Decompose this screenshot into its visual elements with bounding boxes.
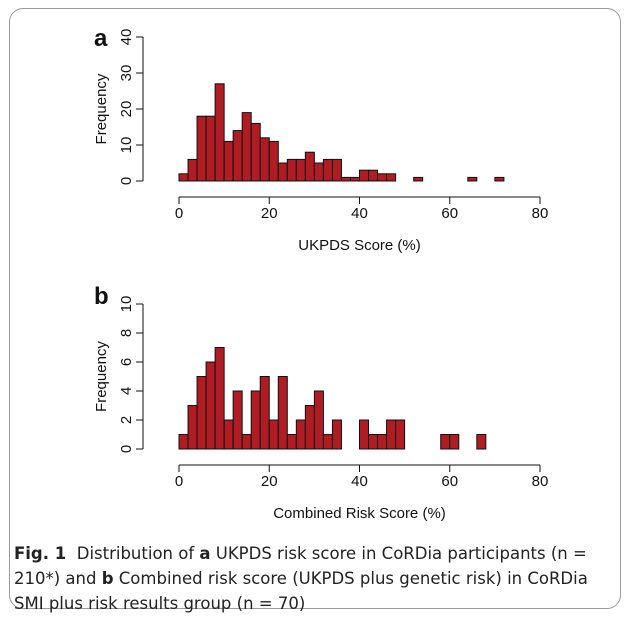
histogram-bar-b-3 (205, 361, 216, 450)
y-tick-label-a-10: 10 (118, 137, 135, 154)
histogram-bar-b-24 (395, 419, 406, 450)
histogram-bar-b-4 (214, 347, 225, 450)
histogram-bar-b-1 (187, 405, 198, 450)
histogram-bar-b-9 (259, 376, 270, 450)
histogram-bar-b-14 (304, 405, 315, 450)
histogram-bar-a-1 (187, 158, 198, 182)
y-tick-label-b-6: 6 (118, 358, 135, 366)
x-tick-label-b-80: 80 (532, 473, 549, 490)
y-axis-title-a: Frequency (93, 73, 110, 144)
x-tick-label-a-20: 20 (261, 205, 278, 222)
y-tick-label-b-8: 8 (118, 329, 135, 337)
histogram-bar-a-10 (268, 140, 279, 182)
histogram-bar-a-21 (368, 169, 379, 182)
histogram-bar-b-21 (368, 434, 379, 450)
histogram-bar-a-18 (340, 176, 351, 182)
histogram-bar-b-15 (313, 390, 324, 450)
histogram-bar-a-19 (349, 176, 361, 182)
histogram-bar-b-0 (178, 434, 189, 450)
caption-part-2: UKPDS risk score in CoRDia participants … (14, 544, 587, 588)
histogram-bar-a-22 (377, 173, 388, 182)
histogram-bar-a-13 (295, 158, 306, 182)
x-tick-label-a-80: 80 (532, 205, 549, 222)
y-tick-label-a-20: 20 (118, 101, 135, 118)
histogram-bar-a-15 (313, 162, 324, 182)
histogram-bar-b-8 (250, 390, 261, 450)
figure-caption: Fig. 1 Distribution of a UKPDS risk scor… (14, 541, 614, 616)
histogram-bar-a-16 (322, 158, 333, 182)
x-axis-title-a: UKPDS Score (%) (298, 237, 421, 254)
x-tick-label-a-0: 0 (175, 205, 183, 222)
histogram-bar-b-20 (359, 419, 370, 450)
histogram-bar-b-2 (196, 376, 207, 450)
y-tick-label-a-30: 30 (118, 65, 135, 82)
y-tick-label-b-0: 0 (118, 445, 135, 453)
histogram-bar-b-29 (440, 434, 451, 450)
histogram-bar-a-20 (359, 169, 370, 182)
histogram-bar-a-11 (277, 162, 288, 182)
histogram-bar-a-9 (259, 137, 270, 182)
x-axis-title-b: Combined Risk Score (%) (273, 505, 446, 522)
histogram-bar-a-7 (241, 112, 252, 182)
y-axis-title-b: Frequency (93, 341, 110, 412)
x-tick-label-a-60: 60 (441, 205, 458, 222)
histogram-bar-b-17 (331, 419, 342, 450)
panel-a-letter: a (94, 25, 108, 52)
histogram-bar-a-32 (467, 176, 478, 182)
histogram-bar-a-5 (223, 140, 234, 182)
histogram-bar-b-6 (232, 390, 243, 450)
histogram-bar-b-12 (286, 434, 297, 450)
histogram-bar-b-5 (223, 419, 234, 450)
x-tick-label-a-40: 40 (351, 205, 368, 222)
y-tick-label-a-0: 0 (118, 177, 135, 185)
histogram-bar-b-23 (386, 419, 397, 450)
histogram-bar-b-13 (295, 419, 306, 450)
histogram-bar-a-2 (196, 115, 207, 182)
x-tick-label-b-60: 60 (441, 473, 458, 490)
histogram-bar-a-23 (386, 173, 397, 182)
histogram-bar-b-11 (277, 376, 288, 450)
caption-part-3: Combined risk score (UKPDS plus genetic … (14, 569, 588, 613)
figure-frame (9, 8, 621, 609)
histogram-bar-a-4 (214, 83, 225, 182)
histogram-bar-a-14 (304, 151, 315, 182)
histogram-bar-b-7 (241, 434, 252, 450)
histogram-bar-b-33 (476, 434, 487, 450)
y-tick-label-b-4: 4 (118, 387, 135, 395)
histogram-bar-b-10 (268, 419, 279, 450)
x-tick-label-b-0: 0 (175, 473, 183, 490)
histogram-bar-a-12 (286, 158, 297, 182)
histogram-bar-a-35 (494, 176, 505, 182)
y-tick-label-a-40: 40 (118, 29, 135, 46)
panel-b-letter: b (94, 283, 109, 310)
histogram-bar-a-26 (413, 176, 424, 182)
histogram-bar-b-16 (322, 434, 333, 450)
x-tick-label-b-40: 40 (351, 473, 368, 490)
y-tick-label-b-10: 10 (118, 296, 135, 313)
x-tick-label-b-20: 20 (261, 473, 278, 490)
histogram-bar-a-8 (250, 122, 261, 182)
caption-part-1: Distribution of (76, 544, 200, 563)
caption-letter-b: b (101, 569, 114, 588)
histogram-bar-a-0 (178, 173, 189, 182)
caption-letter-a: a (199, 544, 211, 563)
histogram-bar-b-30 (449, 434, 460, 450)
histogram-bar-a-6 (232, 130, 243, 182)
histogram-bar-a-17 (331, 158, 342, 182)
caption-fig-label: Fig. 1 (14, 544, 67, 563)
histogram-bar-a-3 (205, 115, 216, 182)
y-tick-label-b-2: 2 (118, 416, 135, 424)
histogram-bar-b-22 (377, 434, 388, 450)
